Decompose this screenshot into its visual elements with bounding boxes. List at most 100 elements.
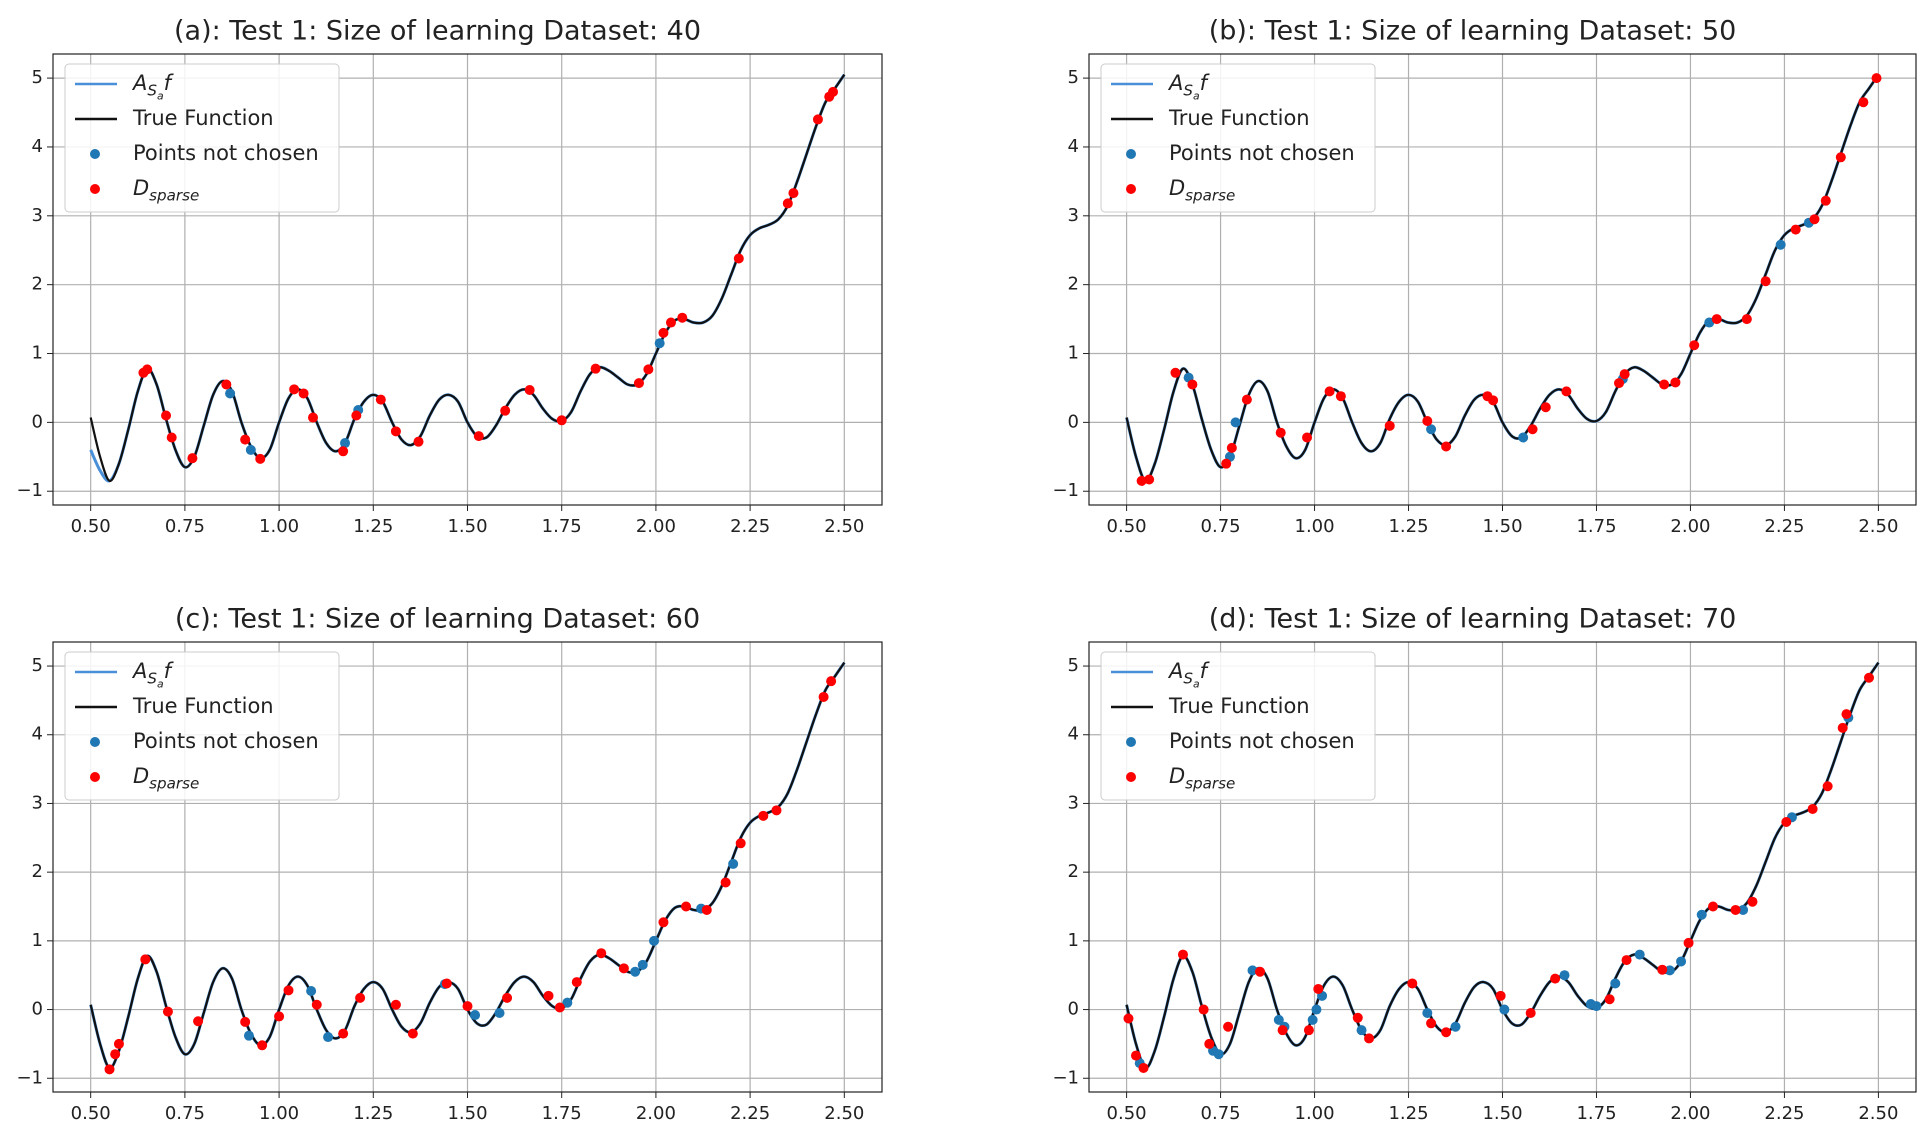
data-point xyxy=(1313,983,1324,994)
data-point xyxy=(1871,73,1882,84)
legend: ASaf True Function Points not chosen Dspars… xyxy=(1100,63,1376,213)
data-point xyxy=(240,1016,251,1027)
y-tick-label: 4 xyxy=(32,724,43,745)
data-point xyxy=(355,992,366,1003)
data-point xyxy=(818,691,829,702)
data-point xyxy=(1303,1025,1314,1036)
data-point xyxy=(1273,1014,1284,1025)
chart-title: (b): Test 1: Size of learning Dataset: 5… xyxy=(1209,16,1737,47)
y-tick-label: 2 xyxy=(32,274,43,295)
data-point xyxy=(788,188,799,199)
data-point xyxy=(1204,1038,1215,1049)
subplot: 0.50 0.75 1.00 1.25 1.50 1.75 2.00 2.25 2.50 −1 0 1… xyxy=(1052,604,1917,1124)
y-tick-label: 0 xyxy=(32,411,43,432)
data-point xyxy=(1426,1018,1437,1029)
data-point xyxy=(1422,415,1433,426)
data-point xyxy=(1610,978,1621,989)
x-tick-label: 1.00 xyxy=(259,516,299,537)
x-tick-label: 1.00 xyxy=(1295,1103,1335,1124)
data-point xyxy=(162,1006,173,1017)
data-point xyxy=(1495,990,1506,1001)
data-point xyxy=(323,1032,334,1043)
x-tick-label: 1.50 xyxy=(1482,516,1522,537)
data-point xyxy=(1138,1062,1149,1073)
data-point xyxy=(1488,395,1499,406)
y-tick-label: −1 xyxy=(16,480,43,501)
x-tick-label: 2.00 xyxy=(636,1103,676,1124)
data-point xyxy=(500,405,511,416)
legend-marker xyxy=(1126,737,1136,747)
data-point xyxy=(1335,391,1346,402)
data-point xyxy=(543,990,554,1001)
y-tick-label: 3 xyxy=(32,205,43,226)
x-tick-label: 1.25 xyxy=(1388,1103,1428,1124)
data-point xyxy=(110,1049,121,1060)
x-tick-label: 0.50 xyxy=(1107,1103,1147,1124)
x-tick-label: 1.75 xyxy=(542,1103,582,1124)
plot-frame xyxy=(52,53,883,506)
chart-title: (d): Test 1: Size of learning Dataset: 7… xyxy=(1209,604,1737,635)
y-tick-label: 4 xyxy=(1068,724,1079,745)
data-point xyxy=(1634,949,1645,960)
data-point xyxy=(1525,1007,1536,1018)
data-point xyxy=(338,446,349,457)
data-point xyxy=(1441,1027,1452,1038)
line-series xyxy=(1125,74,1880,483)
data-point xyxy=(1781,817,1792,827)
data-point xyxy=(1352,1012,1363,1023)
legend-box xyxy=(64,651,340,801)
legend-label: True Function xyxy=(1168,694,1310,718)
legend-marker xyxy=(1126,772,1136,782)
plot-area xyxy=(1123,661,1880,1073)
legend-label: True Function xyxy=(132,106,274,130)
legend-label: Points not chosen xyxy=(1169,141,1355,165)
y-tick-label: 4 xyxy=(32,136,43,157)
data-point xyxy=(1499,1004,1510,1015)
data-point xyxy=(407,1028,418,1039)
data-point xyxy=(618,963,629,974)
data-point xyxy=(161,410,172,421)
data-point xyxy=(193,1016,204,1027)
data-point xyxy=(1356,1025,1367,1036)
data-point xyxy=(1747,896,1758,907)
data-point xyxy=(289,384,300,395)
plot-frame xyxy=(1088,641,1917,1093)
x-tick-label: 2.25 xyxy=(1764,516,1804,537)
chart-title: (c): Test 1: Size of learning Dataset: 6… xyxy=(175,604,700,635)
data-point xyxy=(1187,379,1198,390)
line-series xyxy=(89,74,846,483)
data-point xyxy=(1364,1033,1375,1044)
data-point xyxy=(1247,965,1258,976)
data-point xyxy=(556,415,567,426)
legend-label: Dsparse xyxy=(1169,176,1235,204)
data-point xyxy=(255,453,266,464)
x-tick-label: 0.50 xyxy=(1107,516,1147,537)
subplot: 0.50 0.75 1.00 1.25 1.50 1.75 2.00 2.25 2.50 −1 0 1… xyxy=(1052,16,1917,537)
data-point xyxy=(1670,377,1681,388)
legend-label: ASaf xyxy=(131,659,175,691)
data-point xyxy=(728,858,739,869)
data-point xyxy=(1657,964,1668,975)
legend: ASaf True Function Points not chosen Dspars… xyxy=(64,651,340,801)
data-point xyxy=(677,312,688,323)
legend-box xyxy=(64,63,340,213)
legend-label: ASaf xyxy=(131,71,175,103)
data-point xyxy=(1123,1013,1134,1024)
x-tick-label: 2.00 xyxy=(1670,1103,1710,1124)
data-point xyxy=(140,954,151,965)
data-point xyxy=(1790,224,1801,235)
x-tick-label: 0.75 xyxy=(1201,1103,1241,1124)
data-point xyxy=(1275,427,1286,438)
y-tick-label: −1 xyxy=(16,1067,43,1088)
data-point xyxy=(637,959,648,970)
data-point xyxy=(1864,672,1875,683)
data-point xyxy=(1540,402,1551,413)
data-point xyxy=(390,999,401,1010)
y-tick-label: 3 xyxy=(1068,792,1079,813)
data-point xyxy=(1822,781,1833,792)
x-tick-label: 2.00 xyxy=(636,516,676,537)
plot-frame xyxy=(52,641,883,1093)
y-tick-label: 1 xyxy=(1068,930,1079,951)
x-tick-label: 0.75 xyxy=(1201,516,1241,537)
data-point xyxy=(812,114,823,125)
